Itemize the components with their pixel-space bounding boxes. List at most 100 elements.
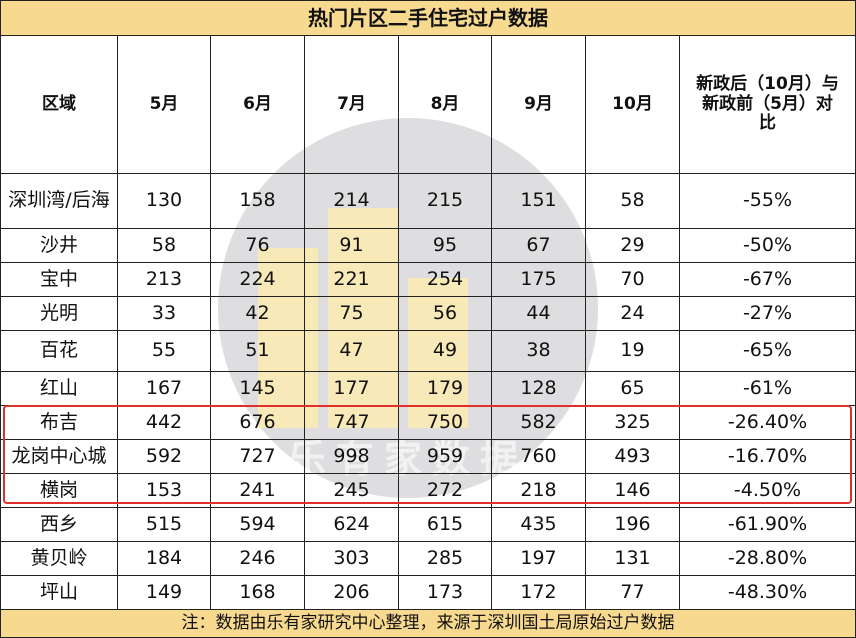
cell-district: 黄贝岭 <box>0 541 118 576</box>
cell-september: 760 <box>491 439 586 474</box>
cell-compare: -16.70% <box>679 439 856 474</box>
cell-june: 76 <box>210 228 305 263</box>
cell-district: 龙岗中心城 <box>0 439 118 474</box>
cell-september: 175 <box>491 262 586 297</box>
cell-october: 77 <box>585 575 680 610</box>
cell-august: 215 <box>398 173 492 229</box>
cell-district: 西乡 <box>0 507 118 542</box>
header-may: 5月 <box>117 35 211 174</box>
cell-may: 442 <box>117 405 211 440</box>
table-row: 沙井 58 76 91 95 67 29 -50% <box>0 228 856 263</box>
cell-october: 29 <box>585 228 680 263</box>
cell-district: 布吉 <box>0 405 118 440</box>
cell-compare: -61% <box>679 371 856 406</box>
cell-may: 592 <box>117 439 211 474</box>
cell-july: 303 <box>304 541 399 576</box>
footer-row: 注：数据由乐有家研究中心整理，来源于深圳国土局原始过户数据 <box>0 609 856 638</box>
cell-august: 254 <box>398 262 492 297</box>
table-row: 光明 33 42 75 56 44 24 -27% <box>0 296 856 331</box>
cell-july: 177 <box>304 371 399 406</box>
cell-july: 214 <box>304 173 399 229</box>
header-june: 6月 <box>210 35 305 174</box>
cell-august: 49 <box>398 330 492 372</box>
cell-district: 深圳湾/后海 <box>0 173 118 229</box>
table-row: 龙岗中心城 592 727 998 959 760 493 -16.70% <box>0 439 856 474</box>
cell-july: 245 <box>304 473 399 508</box>
cell-district: 坪山 <box>0 575 118 610</box>
cell-july: 75 <box>304 296 399 331</box>
cell-october: 24 <box>585 296 680 331</box>
cell-august: 615 <box>398 507 492 542</box>
cell-may: 58 <box>117 228 211 263</box>
cell-october: 493 <box>585 439 680 474</box>
cell-june: 51 <box>210 330 305 372</box>
cell-compare: -26.40% <box>679 405 856 440</box>
cell-october: 70 <box>585 262 680 297</box>
footer-note: 注：数据由乐有家研究中心整理，来源于深圳国土局原始过户数据 <box>0 609 856 638</box>
cell-compare: -4.50% <box>679 473 856 508</box>
cell-september: 218 <box>491 473 586 508</box>
cell-june: 727 <box>210 439 305 474</box>
table-row: 西乡 515 594 624 615 435 196 -61.90% <box>0 507 856 542</box>
table-row: 宝中 213 224 221 254 175 70 -67% <box>0 262 856 297</box>
cell-august: 959 <box>398 439 492 474</box>
cell-october: 58 <box>585 173 680 229</box>
cell-june: 676 <box>210 405 305 440</box>
cell-june: 224 <box>210 262 305 297</box>
cell-compare: -28.80% <box>679 541 856 576</box>
cell-october: 65 <box>585 371 680 406</box>
cell-august: 95 <box>398 228 492 263</box>
cell-june: 168 <box>210 575 305 610</box>
header-row: 区域 5月 6月 7月 8月 9月 10月 新政后（10月）与新政前（5月）对比 <box>0 35 856 174</box>
cell-july: 998 <box>304 439 399 474</box>
table-title: 热门片区二手住宅过户数据 <box>0 0 856 36</box>
cell-august: 285 <box>398 541 492 576</box>
header-october: 10月 <box>585 35 680 174</box>
cell-june: 241 <box>210 473 305 508</box>
cell-july: 47 <box>304 330 399 372</box>
cell-august: 750 <box>398 405 492 440</box>
cell-september: 197 <box>491 541 586 576</box>
cell-september: 151 <box>491 173 586 229</box>
cell-october: 19 <box>585 330 680 372</box>
cell-august: 173 <box>398 575 492 610</box>
cell-august: 179 <box>398 371 492 406</box>
header-compare: 新政后（10月）与新政前（5月）对比 <box>679 35 856 174</box>
cell-compare: -48.30% <box>679 575 856 610</box>
cell-compare: -67% <box>679 262 856 297</box>
cell-district: 沙井 <box>0 228 118 263</box>
cell-october: 131 <box>585 541 680 576</box>
cell-district: 宝中 <box>0 262 118 297</box>
cell-september: 128 <box>491 371 586 406</box>
table-row: 黄贝岭 184 246 303 285 197 131 -28.80% <box>0 541 856 576</box>
cell-june: 158 <box>210 173 305 229</box>
cell-july: 221 <box>304 262 399 297</box>
header-district: 区域 <box>0 35 118 174</box>
cell-district: 光明 <box>0 296 118 331</box>
header-september: 9月 <box>491 35 586 174</box>
title-row: 热门片区二手住宅过户数据 <box>0 0 856 36</box>
cell-july: 624 <box>304 507 399 542</box>
cell-compare: -61.90% <box>679 507 856 542</box>
cell-october: 196 <box>585 507 680 542</box>
table-row: 百花 55 51 47 49 38 19 -65% <box>0 330 856 372</box>
table-row: 坪山 149 168 206 173 172 77 -48.30% <box>0 575 856 610</box>
cell-may: 33 <box>117 296 211 331</box>
cell-september: 172 <box>491 575 586 610</box>
cell-october: 325 <box>585 405 680 440</box>
cell-october: 146 <box>585 473 680 508</box>
cell-may: 55 <box>117 330 211 372</box>
cell-september: 435 <box>491 507 586 542</box>
cell-district: 红山 <box>0 371 118 406</box>
cell-june: 594 <box>210 507 305 542</box>
cell-september: 44 <box>491 296 586 331</box>
cell-june: 145 <box>210 371 305 406</box>
cell-compare: -55% <box>679 173 856 229</box>
cell-compare: -65% <box>679 330 856 372</box>
table-row: 横岗 153 241 245 272 218 146 -4.50% <box>0 473 856 508</box>
cell-june: 42 <box>210 296 305 331</box>
cell-august: 272 <box>398 473 492 508</box>
cell-may: 130 <box>117 173 211 229</box>
